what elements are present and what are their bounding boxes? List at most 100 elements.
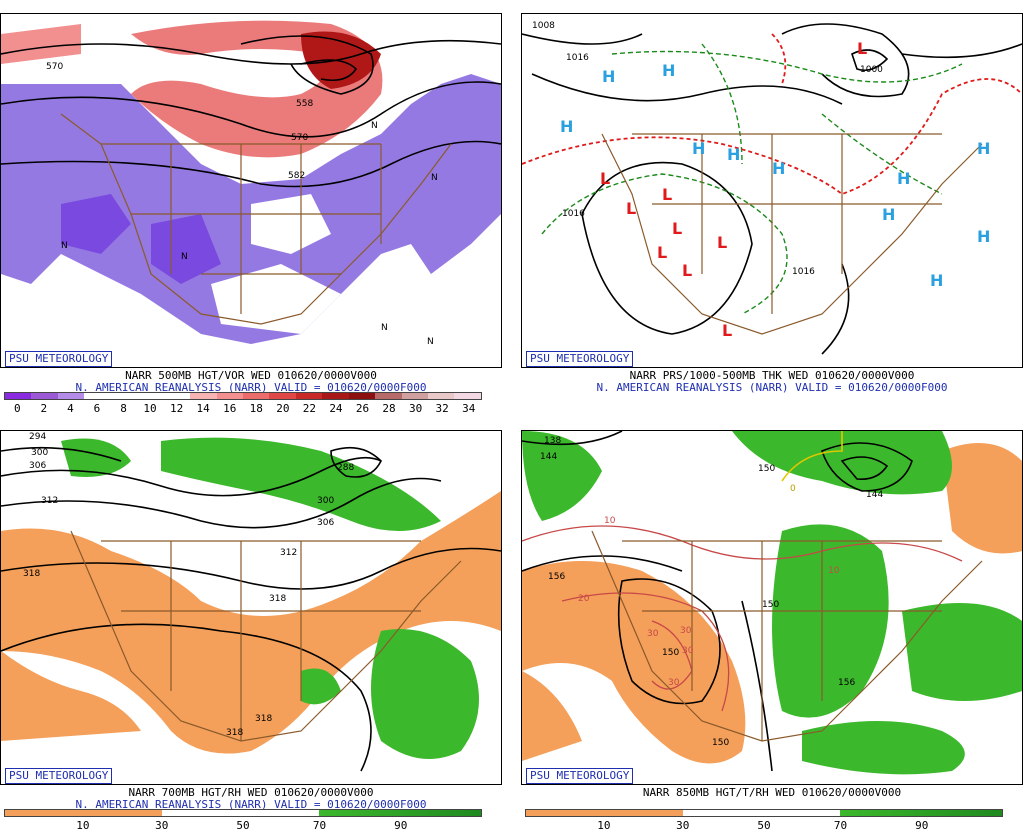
colorbar-tick: 50	[236, 819, 250, 832]
temperature-label: 30	[680, 626, 692, 636]
contour-label: 156	[838, 678, 855, 688]
low-pressure-marker: L	[662, 185, 672, 204]
colorbar-tick: 16	[223, 402, 237, 415]
contour-label: 306	[29, 461, 46, 471]
colorbar-swatch	[163, 393, 191, 399]
panel-850mb-temp-rh: 138 144 150 144 156 150 150 156 150 10 1…	[521, 430, 1023, 832]
colorbar-tick: 34	[462, 402, 476, 415]
colorbar-tick: 24	[329, 402, 343, 415]
colorbar-swatch	[110, 393, 138, 399]
contour-label: 558	[296, 99, 313, 109]
rh-colorbar-ticks: 10 30 50 70 90	[4, 819, 482, 832]
high-pressure-marker: H	[602, 67, 615, 86]
colorbar-tick: 14	[196, 402, 210, 415]
colorbar-swatch	[242, 393, 270, 399]
high-pressure-marker: H	[772, 159, 785, 178]
contour-label: 318	[226, 728, 243, 738]
high-pressure-marker: H	[662, 61, 675, 80]
contour-label: 150	[662, 648, 679, 658]
colorbar-swatch	[31, 393, 58, 399]
colorbar-tick: 30	[155, 819, 169, 832]
colorbar-tick: 30	[408, 402, 423, 415]
temperature-label: 10	[604, 516, 616, 526]
contour-label: 318	[255, 714, 272, 724]
temperature-label: 10	[828, 566, 840, 576]
colorbar-swatch	[57, 393, 85, 399]
panel-500mb-vorticity: 570 558 570 582 N N N N N N PSU METEOROL…	[0, 13, 502, 415]
low-pressure-marker: L	[682, 261, 692, 280]
colorbar-swatch	[137, 393, 164, 399]
colorbar-swatch	[322, 393, 349, 399]
caption-line-2: N. AMERICAN REANALYSIS (NARR) VALID = 01…	[75, 381, 427, 394]
vorticity-colorbar-ticks: 0 2 4 6 8 10 12 14 16 18 20 22 24 26 28 30 32 34	[4, 402, 482, 415]
contour-label: 144	[866, 490, 883, 500]
vort-max-label: N	[427, 337, 434, 347]
colorbar-tick: 8	[120, 402, 127, 415]
colorbar-swatch	[5, 393, 32, 399]
psu-logo: PSU METEOROLOGY	[5, 768, 113, 784]
caption-line-1: NARR 700MB HGT/RH WED 010620/0000V000	[128, 786, 374, 799]
psu-logo: PSU METEOROLOGY	[526, 351, 634, 367]
low-pressure-marker: L	[600, 169, 610, 188]
map-500mb: 570 558 570 582 N N N N N N PSU METEOROL…	[0, 13, 502, 368]
map-500mb-graphic: 570 558 570 582 N N N N N N	[1, 20, 501, 347]
contour-label: 156	[548, 572, 565, 582]
vort-max-label: N	[371, 121, 378, 131]
caption-line-2: N. AMERICAN REANALYSIS (NARR) VALID = 01…	[596, 381, 948, 394]
map-850mb: 138 144 150 144 156 150 150 156 150 10 1…	[521, 430, 1023, 785]
isobar-label: 1016	[562, 209, 585, 219]
contour-label: 138	[544, 436, 561, 446]
vort-max-label: N	[181, 252, 188, 262]
contour-label: 144	[540, 452, 557, 462]
colorbar-tick: 32	[435, 402, 449, 415]
vorticity-colorbar	[4, 392, 482, 400]
contour-label: 582	[288, 171, 305, 181]
caption-line-1: NARR 500MB HGT/VOR WED 010620/0000V000	[125, 369, 377, 382]
high-pressure-marker: H	[897, 169, 910, 188]
colorbar-tick: 4	[67, 402, 74, 415]
isobar-label: 1000	[860, 65, 883, 75]
high-pressure-marker: H	[692, 139, 705, 158]
panel-700mb-rh: 294 300 306 312 288 300 306 312 318 318 …	[0, 430, 502, 832]
psu-logo: PSU METEOROLOGY	[5, 351, 113, 367]
colorbar-swatch	[216, 393, 243, 399]
temperature-label: 0	[790, 484, 796, 494]
colorbar-tick: 6	[93, 402, 101, 415]
colorbar-swatch	[401, 393, 428, 399]
contour-label: 150	[712, 738, 729, 748]
colorbar-swatch	[454, 393, 481, 399]
vort-max-label: N	[61, 241, 68, 251]
temperature-label: 30	[668, 678, 680, 688]
contour-label: 318	[23, 569, 40, 579]
colorbar-tick: 28	[382, 402, 396, 415]
high-pressure-marker: H	[727, 145, 740, 164]
high-pressure-marker: H	[930, 271, 943, 290]
contour-label: 570	[291, 133, 308, 143]
contour-label: 318	[269, 594, 286, 604]
contour-label: 150	[758, 464, 775, 474]
low-pressure-marker: L	[672, 219, 682, 238]
colorbar-swatch	[295, 393, 323, 399]
colorbar-tick: 26	[355, 402, 370, 415]
caption-line-1: NARR 850MB HGT/T/RH WED 010620/0000V000	[642, 786, 902, 799]
low-pressure-marker: L	[722, 321, 732, 340]
caption-line-1: NARR PRS/1000-500MB THK WED 010620/0000V…	[629, 369, 915, 382]
colorbar-swatch	[190, 393, 217, 399]
colorbar-swatch	[84, 393, 111, 399]
colorbar-tick: 90	[394, 819, 408, 832]
temperature-label: 20	[578, 594, 590, 604]
temperature-label: 30	[682, 646, 694, 656]
isobar-label: 1016	[566, 53, 589, 63]
vort-max-label: N	[381, 323, 388, 333]
psu-logo: PSU METEOROLOGY	[526, 768, 634, 784]
caption-line-2: N. AMERICAN REANALYSIS (NARR) VALID = 01…	[75, 798, 427, 811]
map-mslp-graphic: 1008 1016 1016 1016 1000 H H H H H H H H…	[522, 21, 1022, 355]
isobar-label: 1008	[532, 21, 555, 31]
vort-max-label: N	[431, 173, 438, 183]
contour-label: 306	[317, 518, 334, 528]
colorbar-tick: 18	[249, 402, 263, 415]
colorbar-swatch	[269, 393, 296, 399]
colorbar-swatch	[375, 393, 402, 399]
map-850mb-graphic: 138 144 150 144 156 150 150 156 150 10 1…	[522, 431, 1022, 775]
colorbar-tick: 10	[597, 819, 611, 832]
